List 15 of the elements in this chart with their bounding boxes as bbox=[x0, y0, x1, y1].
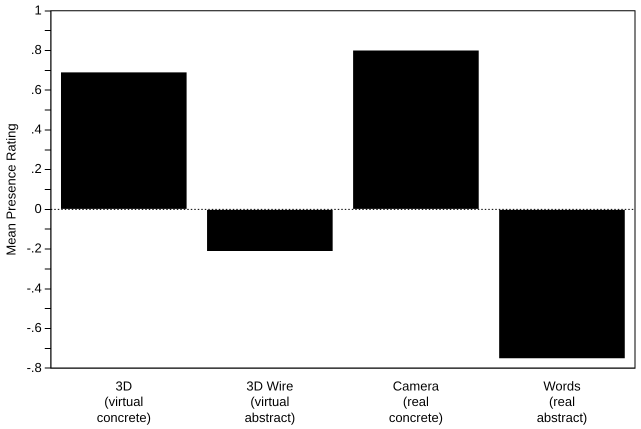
y-axis-title: Mean Presence Rating bbox=[3, 123, 18, 256]
x-tick-label: Camera (real concrete) bbox=[388, 378, 444, 425]
y-tick-label: .2 bbox=[30, 161, 42, 176]
y-tick-label: .4 bbox=[30, 122, 42, 137]
y-tick-label: -.2 bbox=[26, 240, 42, 256]
y-tick-label: 0 bbox=[34, 200, 42, 216]
y-tick-label: -.8 bbox=[26, 360, 42, 375]
x-tick-label: 3D (virtual concrete) bbox=[96, 378, 151, 425]
y-tick-label: 1 bbox=[34, 2, 42, 18]
x-tick-label: Words (real abstract) bbox=[536, 378, 588, 425]
y-tick-label: -.4 bbox=[26, 280, 42, 296]
y-tick-label: .6 bbox=[30, 82, 42, 97]
y-tick-label: .8 bbox=[30, 42, 42, 58]
y-tick-label: -.6 bbox=[26, 320, 42, 336]
x-tick-label: 3D Wire (virtual abstract) bbox=[244, 378, 296, 425]
